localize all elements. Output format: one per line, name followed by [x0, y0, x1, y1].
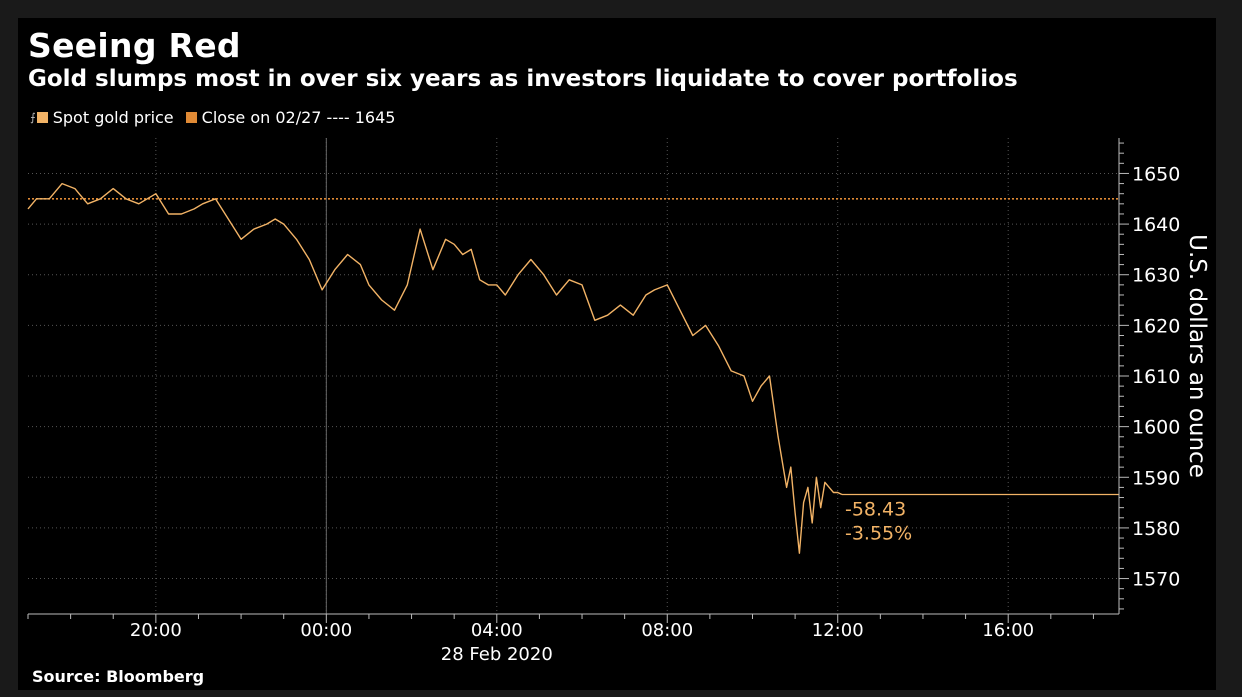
grid [28, 138, 1119, 614]
pin-icon: ⨍ [30, 111, 36, 124]
axes [27, 138, 1129, 623]
x-tick-label: 12:00 [812, 620, 864, 641]
y-tick-label: 1570 [1132, 569, 1180, 591]
change-label: -58.43 [845, 498, 906, 520]
y-tick-label: 1580 [1132, 518, 1180, 540]
x-axis-date-label: 28 Feb 2020 [441, 644, 553, 665]
y-tick-label: 1620 [1132, 315, 1180, 337]
x-tick-label: 08:00 [641, 620, 693, 641]
y-tick-label: 1630 [1132, 265, 1180, 287]
y-tick-label: 1650 [1132, 163, 1180, 185]
legend-swatch-close [185, 112, 197, 123]
y-tick-label: 1600 [1132, 417, 1180, 439]
series-layer [27, 182, 843, 554]
y-tick-label: 1590 [1132, 467, 1180, 489]
chart-title: Seeing Red [28, 26, 241, 65]
y-axis-title: U.S. dollars an ounce [1184, 234, 1210, 478]
legend-swatch-series [36, 112, 48, 123]
chart-subtitle: Gold slumps most in over six years as in… [28, 66, 1018, 92]
x-tick-label: 04:00 [471, 620, 523, 641]
legend-item-close[interactable]: Close on 02/27 ---- 1645 [185, 108, 396, 127]
series-line-spot-gold [27, 182, 843, 554]
x-tick-label: 16:00 [982, 620, 1034, 641]
change-pct-label: -3.55% [845, 522, 912, 544]
legend-label-close: Close on 02/27 ---- 1645 [201, 108, 396, 127]
y-tick-label: 1640 [1132, 214, 1180, 236]
legend-label-series: Spot gold price [52, 108, 174, 127]
x-tick-label: 20:00 [130, 620, 182, 641]
line-chart: -58.43-3.55% 1570 1580 1590 1600 1610 1620 1630… [27, 138, 1210, 665]
chart-frame: Seeing Red Gold slumps most in over six … [18, 18, 1216, 690]
legend-item-spot-gold[interactable]: ⨍ Spot gold price [30, 108, 174, 127]
y-tick-label: 1610 [1132, 366, 1180, 388]
reference-layer [28, 197, 1119, 496]
x-tick-label: 00:00 [300, 620, 352, 641]
labels: -58.43-3.55% 1570 1580 1590 1600 1610 1620 1630… [130, 163, 1210, 665]
legend: ⨍ Spot gold price Close on 02/27 ---- 16… [30, 108, 407, 127]
source-note: Source: Bloomberg [32, 667, 205, 686]
